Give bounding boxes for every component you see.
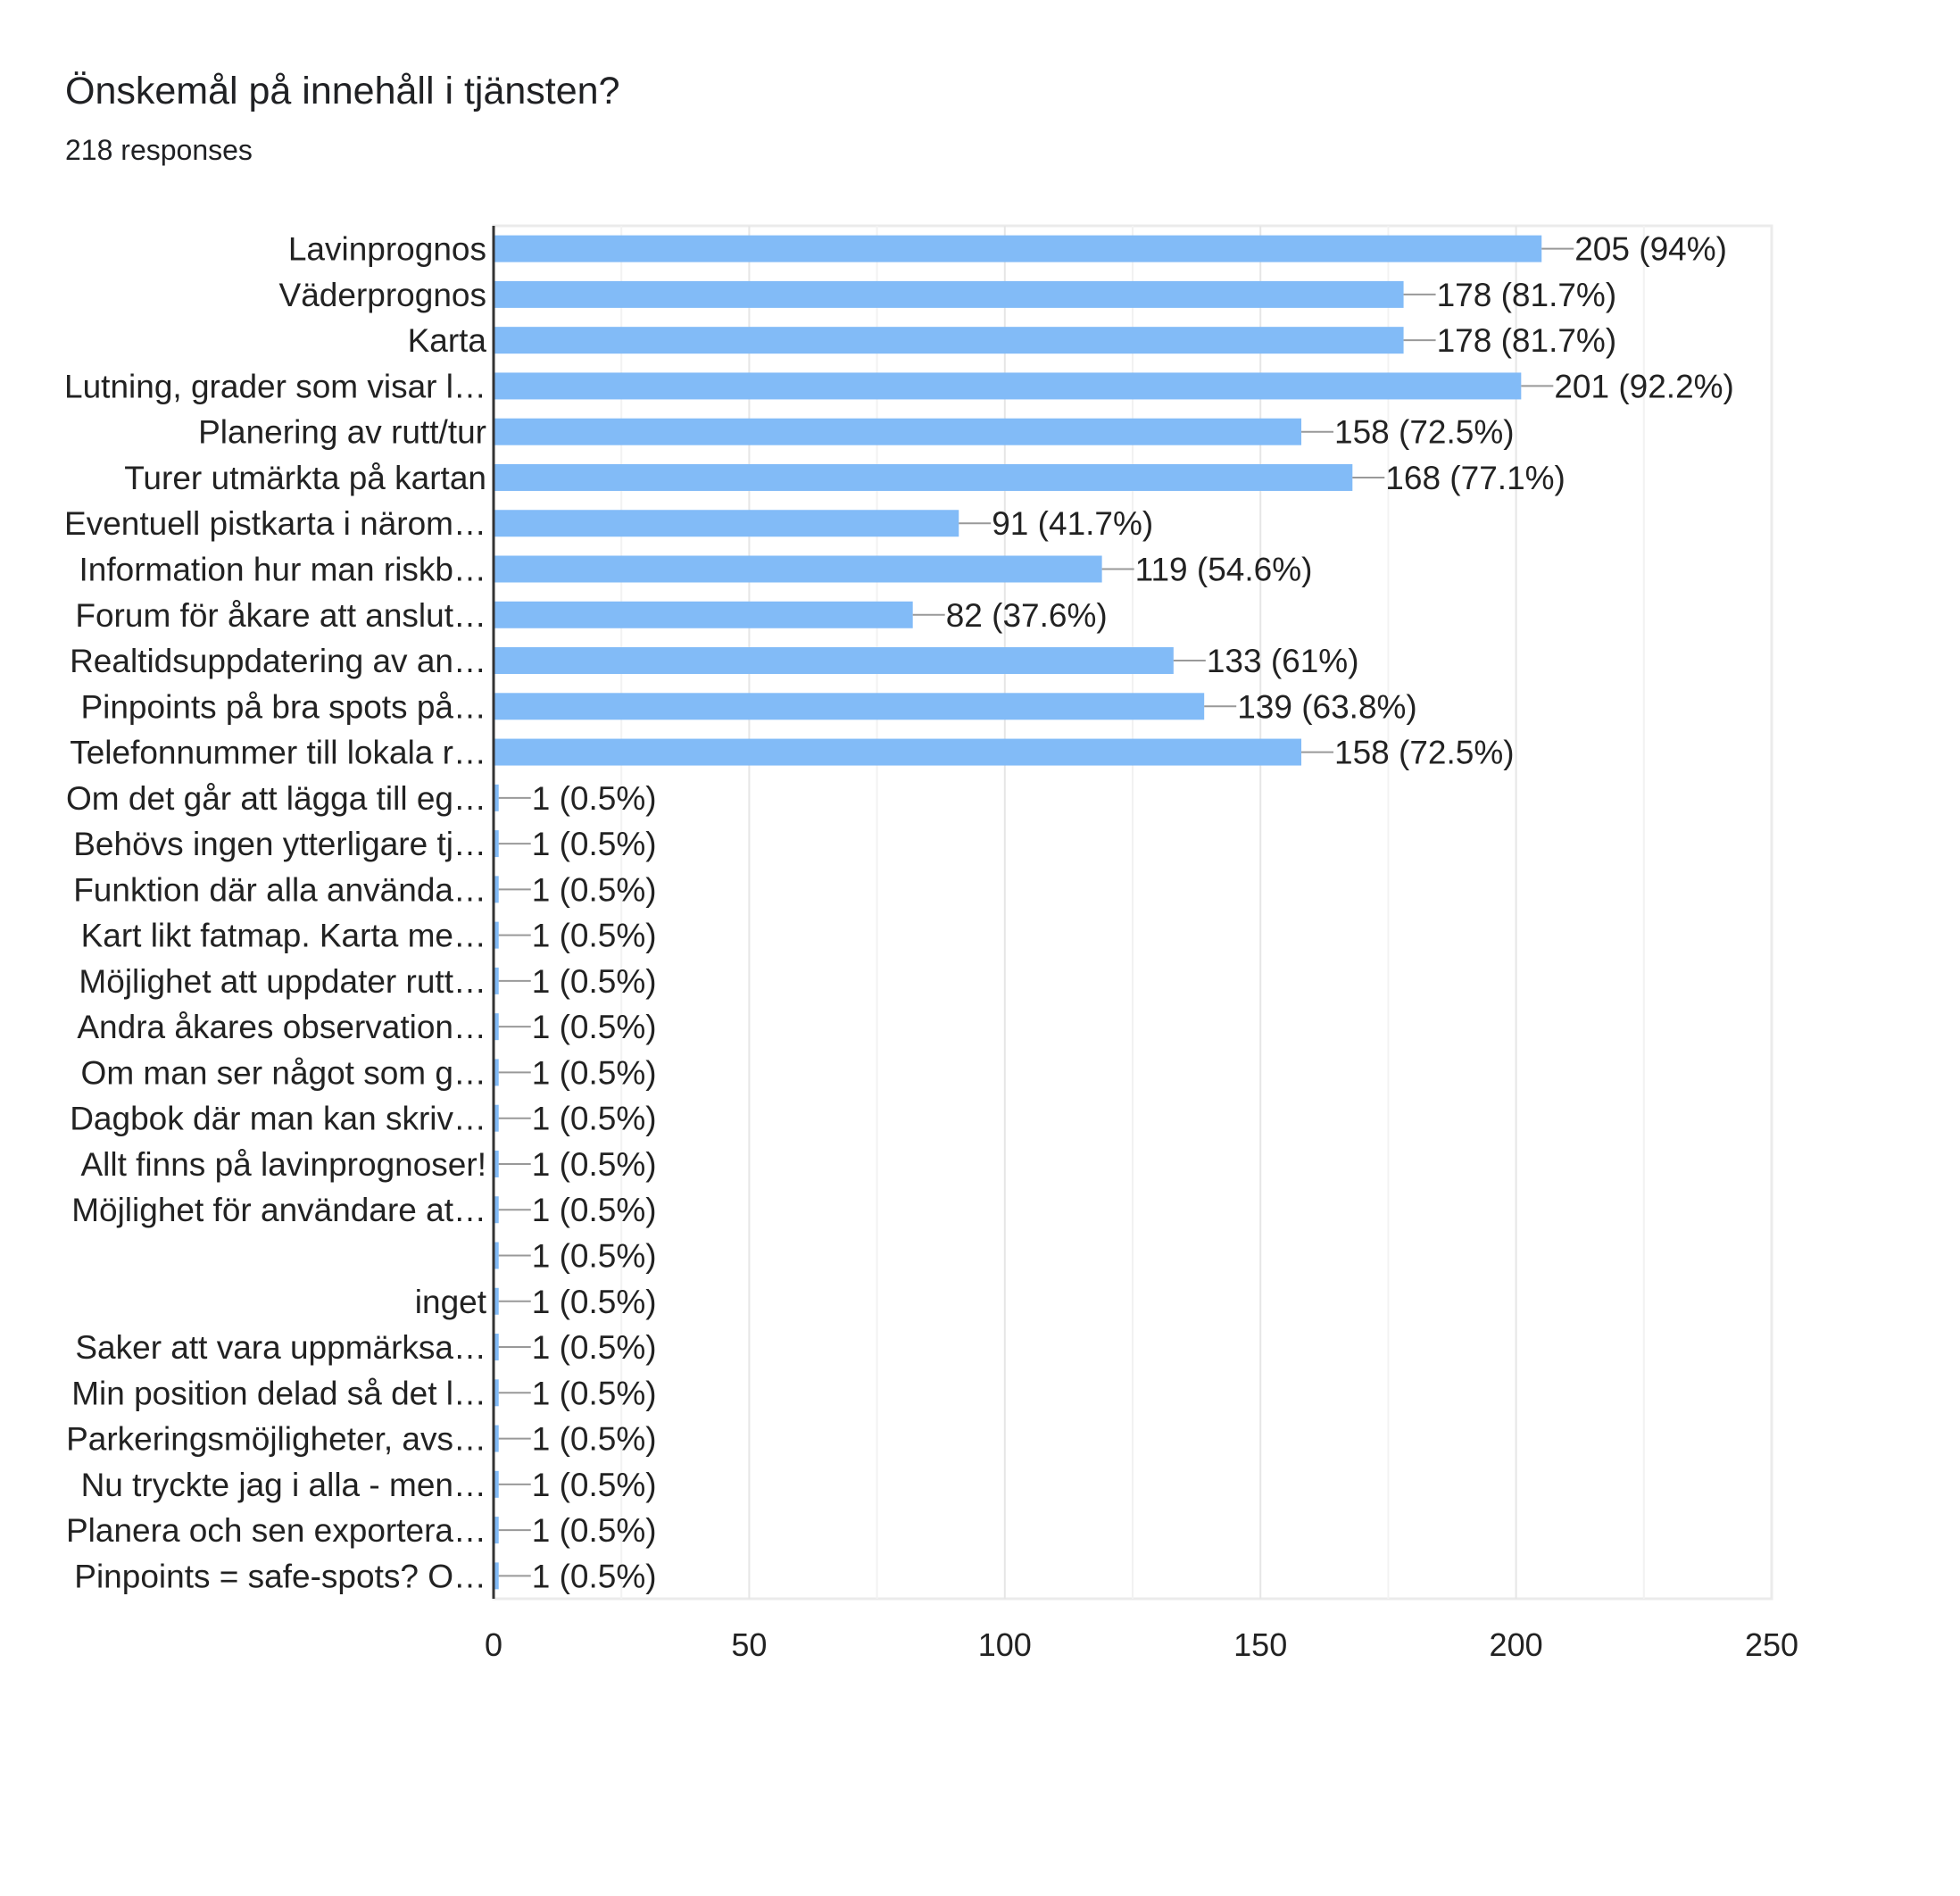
x-tick-label: 0 — [485, 1626, 502, 1663]
bar — [494, 418, 1302, 445]
bar — [494, 1196, 499, 1224]
data-label: 158 (72.5%) — [1334, 735, 1515, 771]
category-label: Pinpoints = safe-spots? O… — [74, 1558, 486, 1594]
category-label: Väderprognos — [279, 277, 486, 313]
data-label: 158 (72.5%) — [1334, 414, 1515, 451]
category-label: Planera och sen exportera… — [66, 1512, 486, 1549]
x-tick-label: 200 — [1490, 1626, 1543, 1663]
bar — [494, 1150, 499, 1177]
bar — [494, 555, 1102, 583]
data-label: 1 (0.5%) — [532, 1467, 657, 1503]
bar — [494, 463, 1353, 491]
data-label: 1 (0.5%) — [532, 1101, 657, 1137]
bar — [494, 647, 1174, 675]
category-label: Om det går att lägga till eg… — [66, 780, 486, 817]
category-label: Om man ser något som g… — [81, 1054, 486, 1091]
category-label: Realtidsuppdatering av an… — [70, 643, 486, 679]
category-label: Lutning, grader som visar l… — [64, 368, 486, 404]
data-label: 1 (0.5%) — [532, 1375, 657, 1411]
category-label: Möjlighet för användare at… — [71, 1192, 486, 1228]
bar — [494, 280, 1404, 308]
category-label: Telefonnummer till lokala r… — [70, 735, 486, 771]
category-label: Parkeringsmöjligheter, avs… — [66, 1421, 486, 1458]
data-label: 1 (0.5%) — [532, 1146, 657, 1183]
data-label: 1 (0.5%) — [532, 1329, 657, 1366]
x-tick-label: 150 — [1233, 1626, 1287, 1663]
data-label: 178 (81.7%) — [1437, 322, 1617, 359]
bar — [494, 784, 499, 811]
category-label: Funktion där alla använda… — [73, 871, 486, 908]
data-label: 178 (81.7%) — [1437, 277, 1617, 313]
data-label: 1 (0.5%) — [532, 1421, 657, 1458]
bar — [494, 510, 959, 537]
bar — [494, 1562, 499, 1590]
category-label: Lavinprognos — [288, 231, 486, 268]
category-label: Dagbok där man kan skriv… — [70, 1101, 486, 1137]
bar — [494, 1104, 499, 1132]
data-label: 119 (54.6%) — [1135, 552, 1313, 588]
bar — [494, 601, 913, 628]
category-label: Kart likt fatmap. Karta me… — [81, 918, 486, 954]
bar — [494, 921, 499, 949]
category-label: Behövs ingen ytterligare tj… — [73, 826, 486, 862]
data-label: 1 (0.5%) — [532, 1512, 657, 1549]
bar — [494, 1013, 499, 1041]
x-tick-label: 250 — [1745, 1626, 1798, 1663]
category-label: Pinpoints på bra spots på… — [80, 688, 486, 725]
bar — [494, 967, 499, 994]
bar — [494, 372, 1522, 400]
data-label: 1 (0.5%) — [532, 963, 657, 1000]
bar — [494, 1470, 499, 1498]
category-label: Saker att vara uppmärksa… — [75, 1329, 486, 1366]
data-label: 82 (37.6%) — [946, 597, 1108, 634]
category-label: Möjlighet att uppdater rutt… — [79, 963, 486, 1000]
category-label: Allt finns på lavinprognoser! — [80, 1146, 486, 1183]
bar — [494, 1242, 499, 1269]
category-label: Eventuell pistkarta i närom… — [64, 505, 486, 542]
category-label: Nu tryckte jag i alla - men… — [81, 1467, 486, 1503]
data-label: 1 (0.5%) — [532, 1009, 657, 1045]
data-label: 1 (0.5%) — [532, 826, 657, 862]
bar — [494, 235, 1542, 262]
data-label: 1 (0.5%) — [532, 780, 657, 817]
bar — [494, 693, 1205, 720]
data-label: 1 (0.5%) — [532, 1558, 657, 1594]
x-tick-label: 100 — [978, 1626, 1032, 1663]
response-count: 218 responses — [65, 134, 253, 166]
data-label: 201 (92.2%) — [1554, 368, 1734, 404]
data-label: 91 (41.7%) — [992, 505, 1153, 542]
category-label: Andra åkares observation… — [77, 1009, 486, 1045]
data-label: 168 (77.1%) — [1385, 460, 1566, 496]
chart-title: Önskemål på innehåll i tjänsten? — [65, 70, 620, 112]
bar — [494, 1334, 499, 1361]
bar — [494, 327, 1404, 354]
data-label: 1 (0.5%) — [532, 918, 657, 954]
x-tick-label: 50 — [731, 1626, 767, 1663]
data-label: 1 (0.5%) — [532, 1238, 657, 1275]
bar — [494, 876, 499, 903]
data-label: 1 (0.5%) — [532, 871, 657, 908]
bar — [494, 1425, 499, 1452]
category-label: inget — [415, 1284, 487, 1320]
bar — [494, 1059, 499, 1086]
bar — [494, 1287, 499, 1315]
data-label: 1 (0.5%) — [532, 1054, 657, 1091]
category-label: Forum för åkare att anslut… — [75, 597, 486, 634]
category-label: Planering av rutt/tur — [198, 414, 486, 451]
bar — [494, 830, 499, 858]
data-label: 205 (94%) — [1574, 231, 1727, 268]
data-label: 133 (61%) — [1207, 643, 1359, 679]
category-label: Karta — [408, 322, 487, 359]
category-label: Min position delad så det l… — [71, 1375, 486, 1411]
category-label: Turer utmärkta på kartan — [124, 460, 486, 496]
category-label: Information hur man riskb… — [79, 552, 486, 588]
data-label: 1 (0.5%) — [532, 1284, 657, 1320]
data-label: 139 (63.8%) — [1237, 688, 1417, 725]
data-label: 1 (0.5%) — [532, 1192, 657, 1228]
bar — [494, 1379, 499, 1407]
bar — [494, 1517, 499, 1544]
bar — [494, 738, 1302, 766]
